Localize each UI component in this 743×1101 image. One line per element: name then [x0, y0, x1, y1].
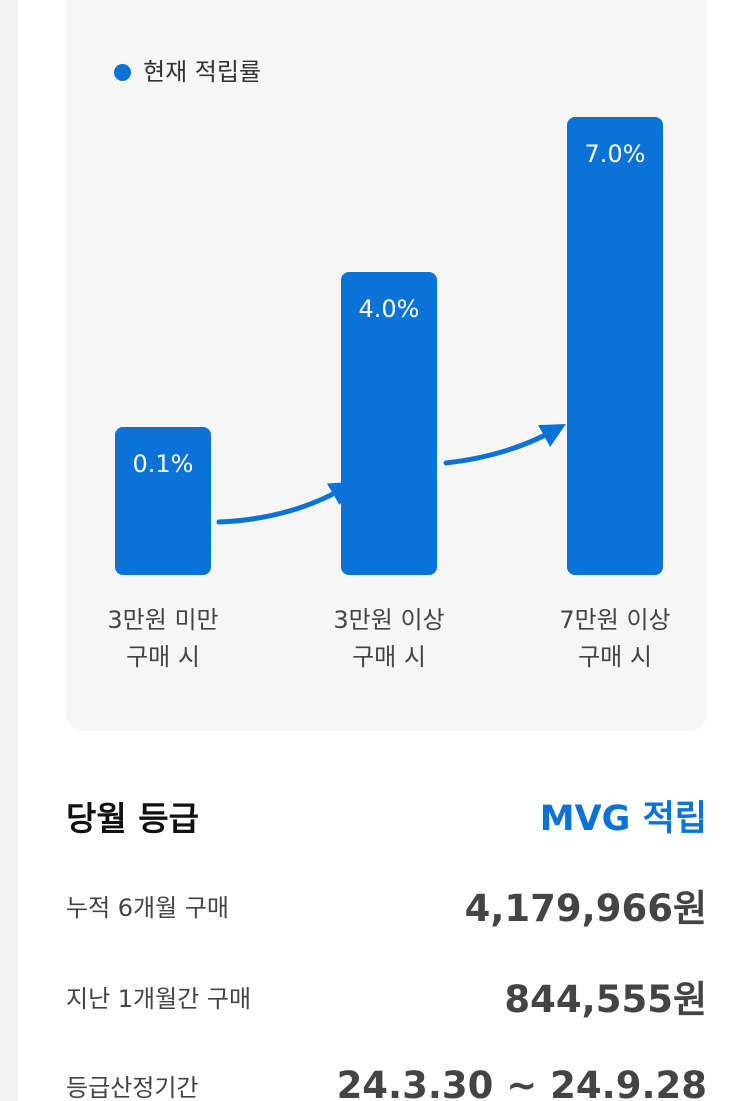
- bar-1: [115, 427, 211, 575]
- membership-summary: 당월 등급 MVG 적립 누적 6개월 구매 4,179,966원 지난 1개월…: [66, 756, 707, 1101]
- last-month-purchase-value: 844,555원: [504, 978, 707, 1021]
- bar-value-label-1: 0.1%: [133, 450, 194, 478]
- six-month-purchase-row: 누적 6개월 구매 4,179,966원: [66, 872, 707, 932]
- bar-3: [567, 117, 663, 575]
- category-label-2-line-2: 구매 시: [352, 643, 426, 671]
- growth-arrow-1: [216, 481, 355, 525]
- grade-period-row: 등급산정기간 24.3.30 ~ 24.9.28: [66, 1052, 707, 1101]
- legend-label: 현재 적립률: [143, 58, 262, 86]
- six-month-purchase-label: 누적 6개월 구매: [66, 894, 230, 922]
- category-label-1-line-2: 구매 시: [126, 643, 200, 671]
- grade-period-label: 등급산정기간: [66, 1074, 199, 1101]
- bar-value-label-2: 4.0%: [359, 295, 420, 323]
- grade-label: 당월 등급: [66, 799, 199, 838]
- bar-2: [341, 272, 437, 575]
- growth-arrow-2: [443, 423, 566, 466]
- grade-period-value: 24.3.30 ~ 24.9.28: [336, 1064, 707, 1101]
- bar-value-label-3: 7.0%: [585, 140, 646, 168]
- six-month-purchase-value: 4,179,966원: [464, 887, 707, 930]
- legend-dot: [114, 63, 131, 81]
- category-label-1-line-1: 3만원 미만: [107, 606, 218, 634]
- grade-value: MVG 적립: [539, 799, 707, 839]
- chart-legend: 현재 적립률: [114, 60, 261, 84]
- category-label-3-line-1: 7만원 이상: [559, 606, 670, 634]
- last-month-purchase-label: 지난 1개월간 구매: [66, 985, 252, 1013]
- category-label-2-line-1: 3만원 이상: [333, 606, 444, 634]
- category-label-3-line-2: 구매 시: [578, 643, 652, 671]
- grade-row: 당월 등급 MVG 적립: [66, 786, 707, 846]
- last-month-purchase-row: 지난 1개월간 구매 844,555원: [66, 963, 707, 1023]
